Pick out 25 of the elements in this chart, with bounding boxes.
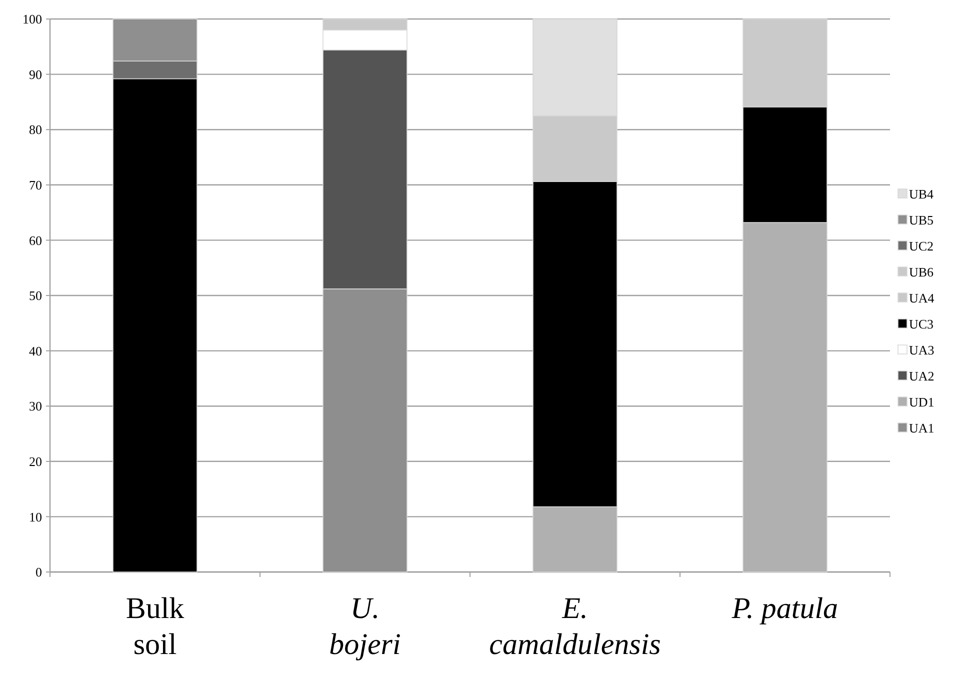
- legend-label: UD1: [909, 394, 934, 410]
- y-tick-label: 70: [29, 177, 42, 192]
- legend-label: UC3: [909, 316, 934, 332]
- y-tick-label: 90: [29, 66, 42, 82]
- y-tick-label: 30: [29, 398, 42, 414]
- legend-label: UB6: [909, 264, 934, 280]
- y-tick-label: 80: [29, 122, 42, 138]
- y-tick-label: 40: [29, 343, 42, 358]
- legend-label: UB5: [909, 212, 934, 228]
- y-tick-label: 10: [29, 509, 42, 524]
- legend-label: UA4: [909, 290, 935, 306]
- y-tick-label: 60: [29, 232, 42, 248]
- legend-label: UC2: [909, 238, 934, 254]
- x-tick-label: E. camaldulensis: [489, 592, 661, 661]
- y-tick-label: 100: [22, 12, 42, 27]
- x-tick-label: Bulk soil: [126, 592, 184, 661]
- x-tick-label: P. patula: [730, 592, 838, 625]
- y-tick-label: 20: [29, 454, 42, 469]
- legend-label: UA2: [909, 368, 934, 384]
- y-tick-label: 50: [29, 288, 42, 304]
- x-tick-label: U. bojeri: [329, 592, 401, 661]
- y-tick-label: 0: [36, 564, 42, 580]
- legend-label: UB4: [909, 186, 934, 202]
- legend-label: UA3: [909, 342, 934, 358]
- legend-label: UA1: [909, 420, 934, 436]
